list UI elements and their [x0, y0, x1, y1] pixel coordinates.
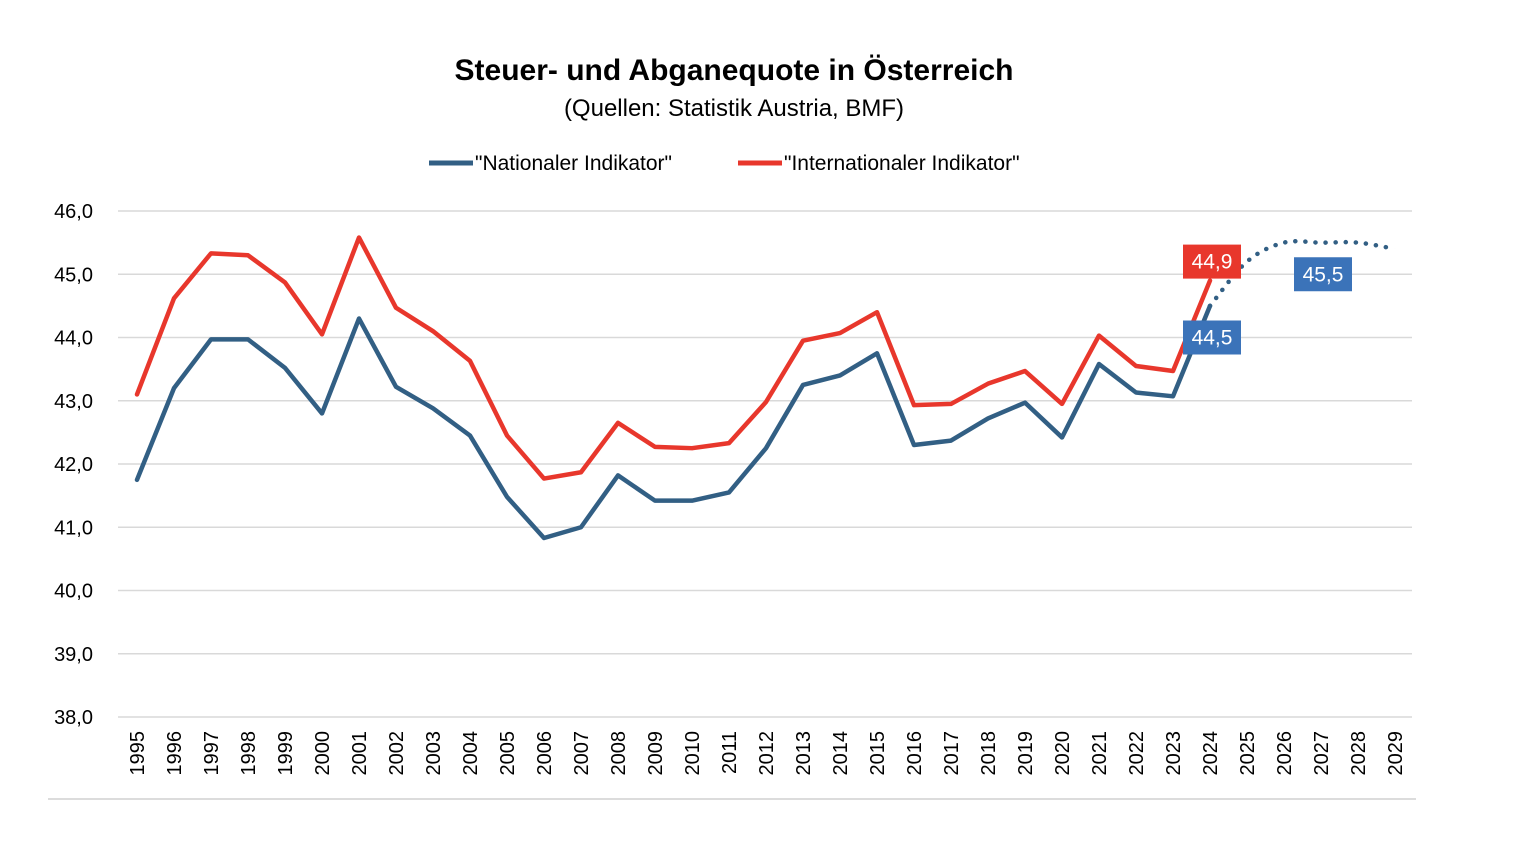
x-tick-label: 2019	[1015, 731, 1037, 776]
data-labels: 44,9 44,5 45,5	[1183, 244, 1352, 355]
x-tick-label: 2024	[1200, 731, 1222, 776]
y-tick-label: 45,0	[54, 264, 93, 286]
x-tick-label: 1997	[201, 731, 223, 776]
data-label-box	[1183, 244, 1241, 279]
legend: "Nationaler Indikator" "Internationaler …	[429, 152, 1020, 175]
x-tick-label: 2025	[1237, 731, 1259, 776]
legend-label-international: "Internationaler Indikator"	[784, 152, 1020, 175]
y-axis-ticks: 46,0 45,0 44,0 43,0 42,0 41,0 40,0 39,0 38,0	[54, 201, 93, 729]
x-tick-label: 2029	[1385, 731, 1407, 776]
x-tick-label: 2023	[1163, 731, 1185, 776]
y-tick-label: 39,0	[54, 644, 93, 666]
x-tick-label: 2026	[1274, 731, 1296, 776]
series-line-1	[134, 235, 1213, 481]
data-label: 44,9	[1183, 244, 1241, 279]
x-tick-label: 2010	[682, 731, 704, 776]
x-tick-label: 2009	[645, 731, 667, 776]
x-tick-label: 2000	[312, 731, 334, 776]
chart-subtitle: (Quellen: Statistik Austria, BMF)	[564, 95, 904, 122]
data-label-box	[1183, 320, 1241, 355]
series-line-0	[134, 303, 1213, 541]
x-tick-label: 1999	[275, 731, 297, 776]
x-tick-label: 2013	[793, 731, 815, 776]
x-tick-label: 2004	[460, 731, 482, 776]
gridlines	[118, 210, 1412, 718]
y-tick-label: 44,0	[54, 328, 93, 350]
data-label: 44,5	[1183, 320, 1241, 355]
x-tick-label: 2005	[497, 731, 519, 776]
y-tick-label: 41,0	[54, 517, 93, 539]
x-tick-label: 2007	[571, 731, 593, 776]
x-tick-label: 2028	[1348, 731, 1370, 776]
x-tick-label: 2018	[978, 731, 1000, 776]
x-tick-label: 2020	[1052, 731, 1074, 776]
legend-label-national: "Nationaler Indikator"	[475, 152, 672, 175]
x-axis-ticks: 1995 1996 1997 1998 1999 2000 2001 2002 2003 2004…	[127, 731, 1407, 776]
x-tick-label: 2022	[1126, 731, 1148, 776]
x-tick-label: 2027	[1311, 731, 1333, 776]
y-tick-label: 38,0	[54, 707, 93, 729]
x-tick-label: 2012	[756, 731, 778, 776]
y-tick-label: 46,0	[54, 201, 93, 223]
x-tick-label: 2002	[386, 731, 408, 776]
x-tick-label: 1998	[238, 731, 260, 776]
chart-title: Steuer- und Abganequote in Österreich	[455, 54, 1014, 87]
x-tick-label: 2016	[904, 731, 926, 776]
x-tick-label: 2006	[534, 731, 556, 776]
series-lines	[134, 235, 1398, 541]
x-tick-label: 2011	[719, 731, 741, 774]
data-label-text: 44,9	[1192, 251, 1233, 274]
data-label-text: 45,5	[1303, 263, 1344, 286]
x-tick-label: 1996	[164, 731, 186, 776]
data-label: 45,5	[1294, 257, 1352, 292]
x-tick-label: 2008	[608, 731, 630, 776]
data-label-text: 44,5	[1192, 327, 1233, 350]
y-tick-label: 42,0	[54, 454, 93, 476]
data-label-box	[1294, 257, 1352, 292]
x-tick-label: 2003	[423, 731, 445, 776]
x-tick-label: 1995	[127, 731, 149, 776]
y-tick-label: 43,0	[54, 391, 93, 413]
x-tick-label: 2015	[867, 731, 889, 776]
x-tick-label: 2014	[830, 731, 852, 776]
x-tick-label: 2021	[1089, 731, 1111, 776]
x-tick-label: 2001	[349, 731, 371, 776]
x-tick-label: 2017	[941, 731, 963, 776]
y-tick-label: 40,0	[54, 581, 93, 603]
